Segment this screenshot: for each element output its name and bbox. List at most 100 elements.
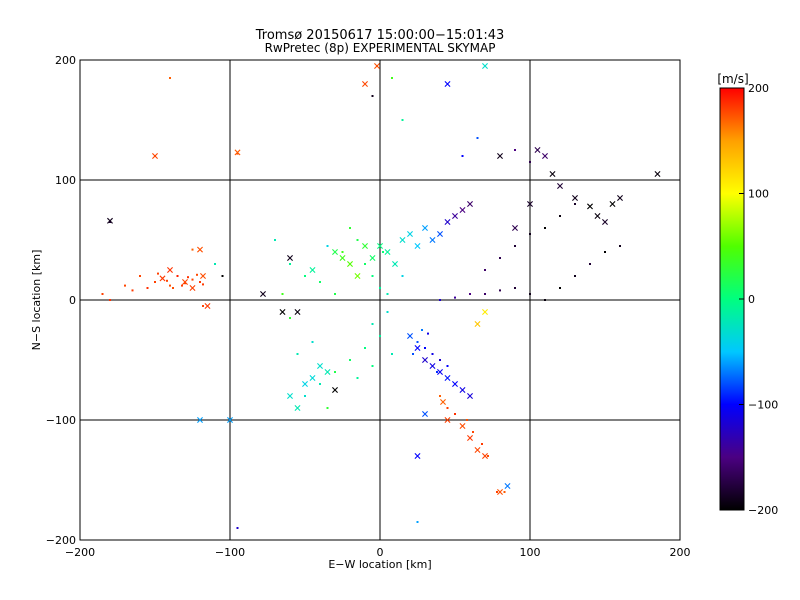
data-point-dot xyxy=(221,275,224,277)
data-point-x xyxy=(557,183,563,189)
data-point-dot xyxy=(529,293,531,295)
data-point-dot xyxy=(169,284,171,287)
data-point-dot xyxy=(289,263,291,265)
data-point-dot xyxy=(484,293,486,295)
x-tick-label: −100 xyxy=(215,546,245,559)
data-point-x xyxy=(482,63,488,69)
data-point-dot xyxy=(371,95,374,97)
colorbar-ticks: 200 100 0 −100 −200 xyxy=(739,82,778,517)
data-point-x xyxy=(399,237,406,243)
data-point-dot xyxy=(319,281,321,283)
data-point-dot xyxy=(326,407,329,409)
data-point-x xyxy=(467,393,473,399)
data-point-x xyxy=(594,213,601,219)
y-axis-label: N−S location [km] xyxy=(30,250,43,351)
data-point-x xyxy=(294,309,301,315)
data-point-dot xyxy=(124,284,126,287)
y-tick-label: 0 xyxy=(69,294,76,307)
data-point-x xyxy=(414,453,421,459)
data-point-dot xyxy=(274,239,276,241)
data-point-x xyxy=(422,411,428,417)
data-point-dot xyxy=(589,263,591,265)
data-point-dot xyxy=(472,431,474,433)
data-point-dot xyxy=(304,275,306,277)
data-point-dot xyxy=(514,287,516,289)
data-point-x xyxy=(654,171,661,177)
data-point-x xyxy=(294,405,301,411)
data-point-x xyxy=(362,81,368,87)
data-point-x xyxy=(339,255,346,261)
data-point-dot xyxy=(281,293,284,295)
data-point-dot xyxy=(109,221,111,223)
data-point-dot xyxy=(172,287,174,289)
data-point-dot xyxy=(319,383,321,385)
x-tick-label: 100 xyxy=(520,546,541,559)
data-point-x xyxy=(609,201,616,207)
data-point-dot xyxy=(191,248,194,251)
data-point-x xyxy=(474,321,481,327)
data-point-dot xyxy=(139,275,141,277)
data-point-dot xyxy=(487,455,489,457)
data-point-dot xyxy=(416,521,419,523)
data-point-x xyxy=(332,387,338,393)
data-point-x xyxy=(332,249,338,255)
data-point-dot xyxy=(416,341,419,343)
data-points xyxy=(101,63,661,529)
data-point-x xyxy=(482,309,488,315)
data-point-x xyxy=(444,219,451,225)
data-point-x xyxy=(377,243,383,249)
data-point-dot xyxy=(236,527,239,529)
data-point-dot xyxy=(101,293,104,295)
data-point-x xyxy=(227,417,233,423)
data-point-dot xyxy=(214,263,216,265)
data-point-dot xyxy=(371,275,374,277)
data-point-dot xyxy=(469,293,471,295)
data-point-dot xyxy=(391,77,393,79)
data-point-x xyxy=(159,275,166,282)
data-point-dot xyxy=(191,278,194,281)
data-point-x xyxy=(444,417,451,423)
data-point-dot xyxy=(356,239,359,241)
data-point-x xyxy=(459,423,466,429)
data-point-dot xyxy=(386,293,389,295)
data-point-x xyxy=(279,309,286,315)
y-tick-label: 200 xyxy=(55,54,76,67)
data-point-x xyxy=(374,63,380,69)
data-point-dot xyxy=(289,317,291,319)
data-point-x xyxy=(182,279,188,285)
data-point-x xyxy=(324,369,331,375)
data-point-dot xyxy=(382,251,384,253)
data-point-x xyxy=(437,369,443,375)
data-point-x xyxy=(549,171,556,177)
data-point-x xyxy=(459,207,466,213)
colorbar-tick-label: 0 xyxy=(748,293,755,306)
data-point-dot xyxy=(412,353,414,355)
data-point-x xyxy=(189,285,196,291)
data-point-dot xyxy=(157,272,159,275)
data-point-x xyxy=(317,363,323,369)
data-point-dot xyxy=(446,365,449,367)
data-point-x xyxy=(407,333,413,339)
data-point-x xyxy=(107,217,113,224)
data-point-x xyxy=(440,399,446,405)
data-point-dot xyxy=(439,395,441,397)
data-point-dot xyxy=(461,155,464,157)
data-point-dot xyxy=(604,251,606,253)
data-point-dot xyxy=(341,251,344,253)
data-point-dot xyxy=(401,275,404,277)
data-point-x xyxy=(392,261,398,267)
x-axis-ticks: −200 −100 0 100 200 xyxy=(65,60,691,559)
data-point-x xyxy=(369,255,376,261)
data-point-dot xyxy=(454,413,456,415)
data-point-x xyxy=(287,393,293,399)
data-point-x xyxy=(384,249,391,255)
data-point-dot xyxy=(421,329,423,331)
data-point-dot xyxy=(424,347,426,349)
data-point-dot xyxy=(544,227,546,229)
chart-subtitle: RwPretec (8p) EXPERIMENTAL SKYMAP xyxy=(265,41,496,55)
colorbar-tick-label: 100 xyxy=(748,188,769,201)
data-point-dot xyxy=(311,341,314,343)
data-point-dot xyxy=(176,275,179,277)
data-point-dot xyxy=(349,227,351,229)
data-point-dot xyxy=(446,407,449,409)
